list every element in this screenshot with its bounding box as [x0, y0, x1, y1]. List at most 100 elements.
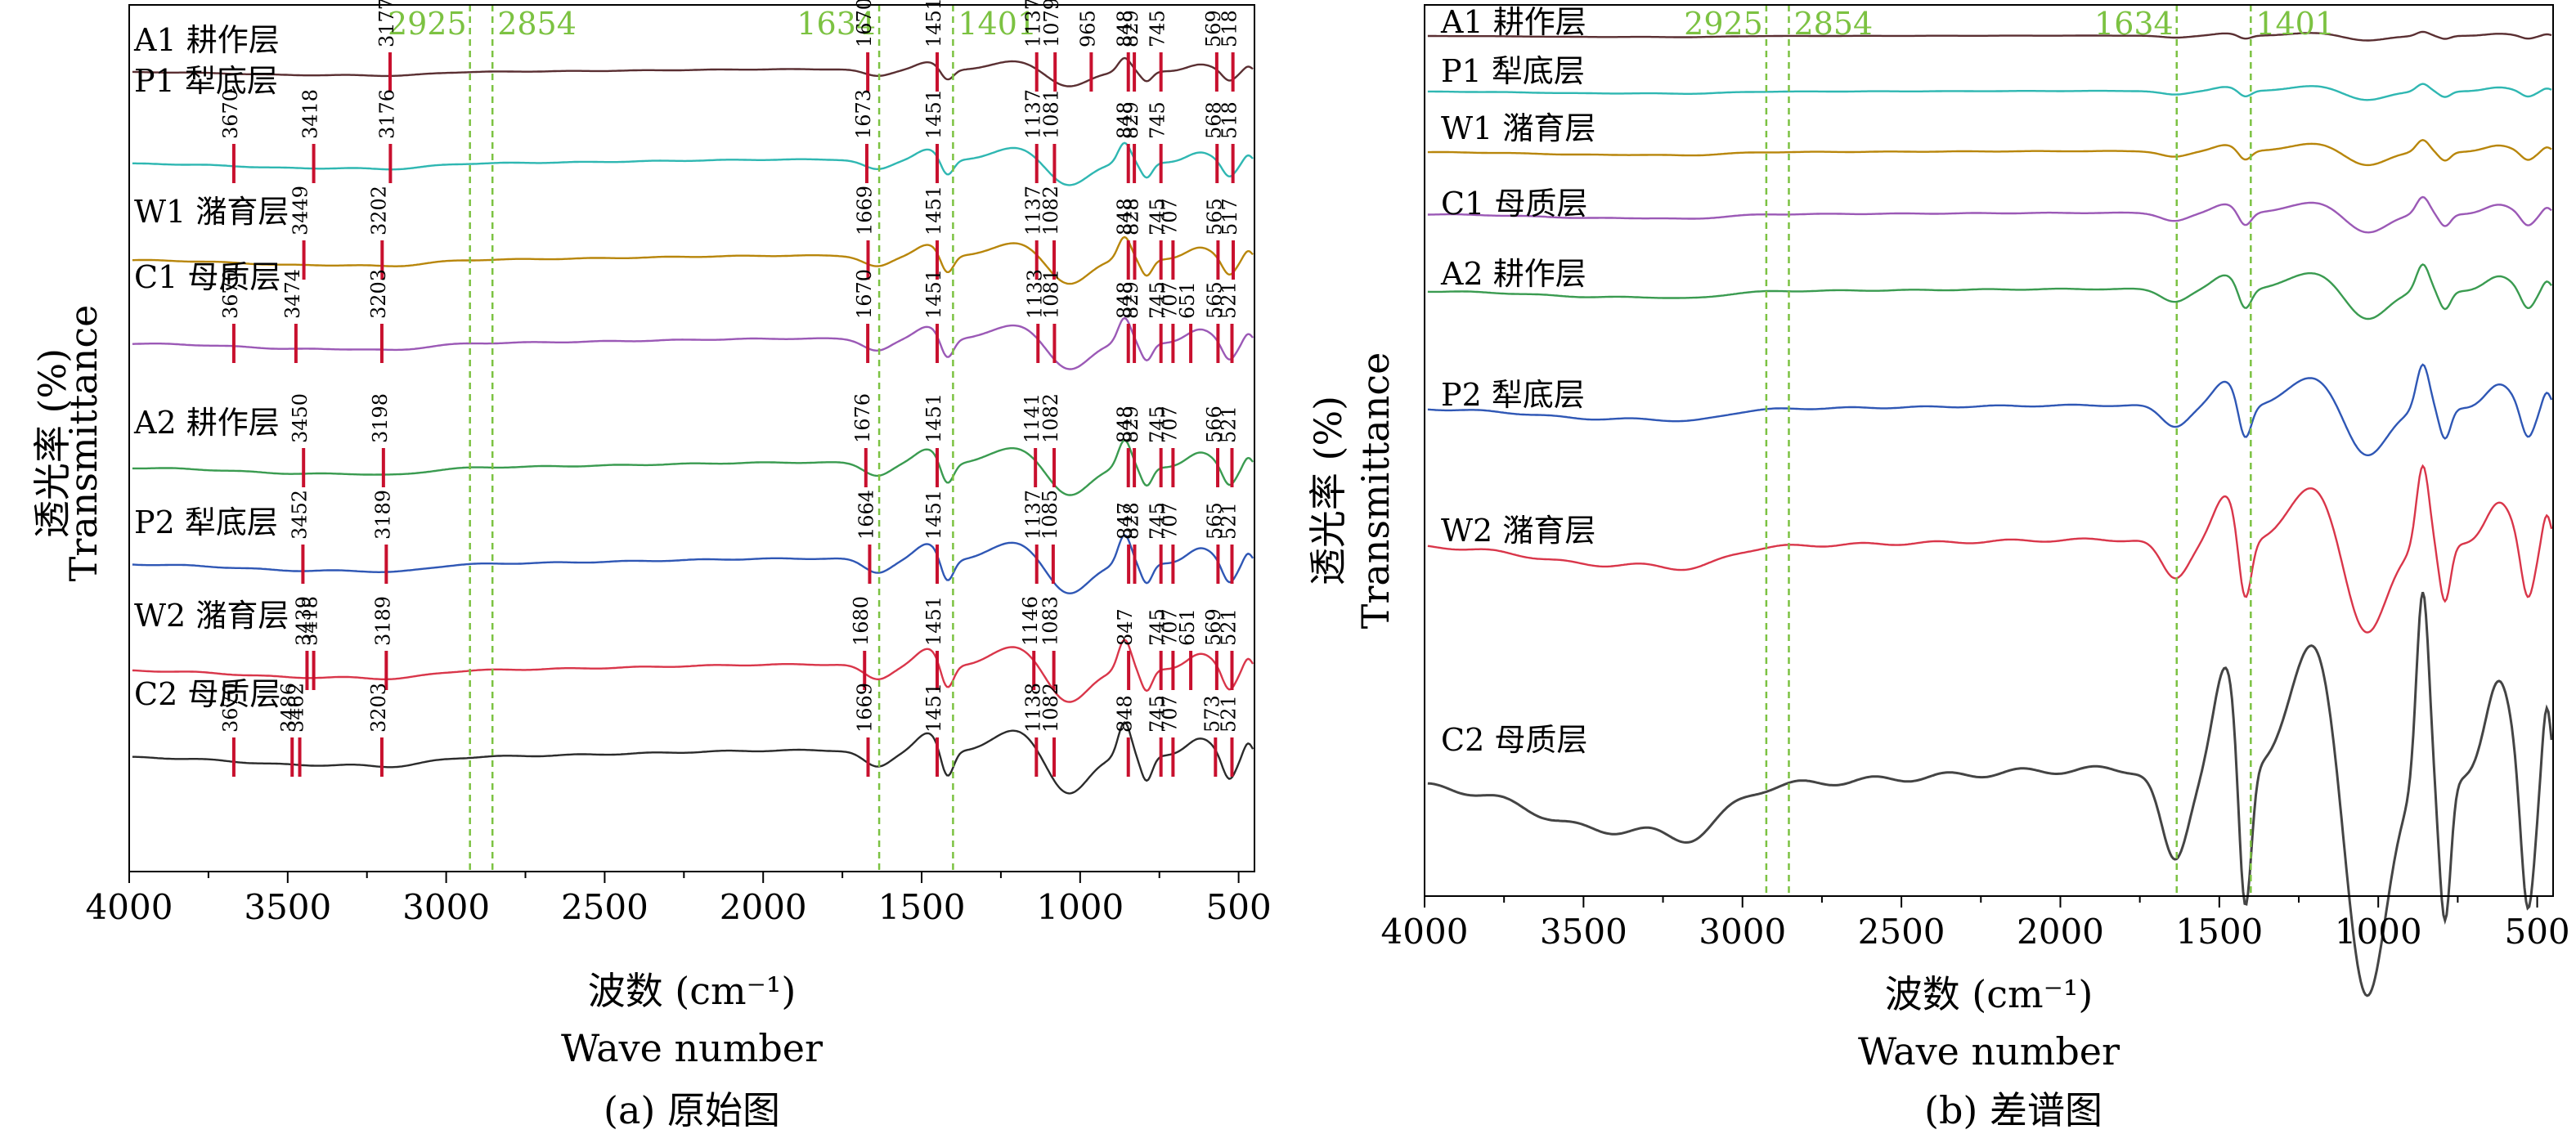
- peak-label: 3670: [219, 89, 242, 139]
- reference-line-label: 1401: [958, 6, 1037, 42]
- series-label-7: W2 潴育层: [1441, 513, 1595, 549]
- peak-label: 829: [1120, 101, 1142, 139]
- peak-label: 847: [1114, 502, 1137, 540]
- reference-line-label: 2925: [1684, 6, 1763, 42]
- peak-label: 1670: [853, 0, 876, 47]
- peak-label: 3462: [285, 683, 308, 733]
- series-line-1: [1427, 30, 2552, 42]
- peak-label: 1082: [1039, 683, 1062, 733]
- panel-b-difference-spectra: 2925 2854 1634 1401 A1 耕作层 P1 犁底层 W1 潴育层 C1 母质…: [1306, 4, 2570, 1132]
- peak-label: 565: [1203, 281, 1226, 319]
- panel-a-series-labels: A1 耕作层 P1 犁底层 W1 潴育层 C1 母质层 A2 耕作层 P2 犁底层 W2 潴…: [133, 22, 289, 712]
- peak-label: 521: [1217, 502, 1240, 540]
- peak-label: 3203: [367, 683, 390, 733]
- peak-label: 707: [1158, 281, 1181, 319]
- series-label-7: W2 潴育层: [134, 598, 289, 634]
- peak-label: 829: [1120, 406, 1142, 443]
- panel-a-reference-lines: 2925 2854 1634 1401: [388, 5, 1037, 872]
- x-tick-label: 2000: [2017, 912, 2104, 952]
- reference-line-label: 2854: [1793, 6, 1873, 42]
- peak-label: 745: [1147, 406, 1169, 443]
- panel-b-xlabel-en: Wave number: [1858, 1029, 2120, 1074]
- series-label-4: C1 母质层: [134, 259, 280, 295]
- peak-label: 1133: [1023, 269, 1046, 319]
- peak-label: 3418: [299, 596, 322, 646]
- peak-label: 965: [1076, 10, 1099, 47]
- peak-label: 1680: [850, 596, 873, 646]
- peak-label: 1451: [922, 596, 945, 646]
- peak-label: 828: [1120, 198, 1142, 235]
- panel-a-ylabel-en: Transmittance: [61, 305, 105, 582]
- peak-label: 3176: [375, 89, 398, 139]
- peak-label: 1137: [1022, 89, 1045, 139]
- series-line-4: [1427, 195, 2552, 234]
- reference-line-label: 2854: [497, 6, 577, 42]
- peak-label: 1137: [1022, 490, 1045, 540]
- peak-label: 565: [1203, 198, 1226, 235]
- x-tick-label: 1000: [2335, 912, 2422, 952]
- panel-a-xlabel-cn: 波数 (cm⁻¹): [588, 969, 797, 1013]
- series-line-7: [1427, 464, 2553, 634]
- peak-label: 745: [1147, 101, 1169, 139]
- peak-label: 707: [1158, 608, 1181, 646]
- peak-label: 828: [1120, 502, 1142, 540]
- panel-b-plot-frame: [1424, 4, 2554, 897]
- peak-label: 573: [1200, 695, 1223, 733]
- peak-label: 1676: [851, 393, 874, 443]
- peak-label: 707: [1158, 406, 1181, 443]
- panel-b-series-labels: A1 耕作层 P1 犁底层 W1 潴育层 C1 母质层 A2 耕作层 P2 犁底层 W2 潴…: [1440, 4, 1595, 758]
- peak-label: 521: [1217, 695, 1240, 733]
- peak-label: 1669: [854, 683, 877, 733]
- panel-b-xlabel-cn: 波数 (cm⁻¹): [1885, 972, 2094, 1016]
- peak-label: 707: [1158, 502, 1181, 540]
- peak-label: 3198: [369, 393, 392, 443]
- series-line-1: [132, 56, 1254, 87]
- peak-label: 745: [1147, 608, 1169, 646]
- series-label-2: P1 犁底层: [1441, 53, 1585, 89]
- peak-label: 1082: [1039, 186, 1062, 235]
- reference-line-label: 1634: [797, 6, 876, 42]
- peak-label: 1451: [922, 490, 945, 540]
- peak-label: 745: [1147, 281, 1169, 319]
- peak-label: 1137: [1022, 0, 1045, 47]
- series-line-6: [1427, 363, 2553, 456]
- series-label-3: W1 潴育层: [134, 194, 289, 230]
- series-label-1: A1 耕作层: [133, 22, 280, 58]
- peak-label: 829: [1120, 281, 1142, 319]
- series-label-2: P1 犁底层: [134, 63, 278, 99]
- series-label-3: W1 潴育层: [1441, 110, 1595, 146]
- series-label-5: A2 耕作层: [133, 405, 280, 441]
- peak-label: 848: [1114, 198, 1137, 235]
- peak-label: 1081: [1039, 269, 1062, 319]
- peak-label: 518: [1218, 10, 1241, 47]
- peak-label: 517: [1218, 198, 1241, 235]
- peak-label: 3418: [299, 89, 322, 139]
- series-label-5: A2 耕作层: [1440, 256, 1586, 292]
- panel-b-caption: (b) 差谱图: [1924, 1088, 2103, 1132]
- peak-label: 1081: [1039, 89, 1062, 139]
- peak-label: 1664: [855, 490, 877, 540]
- peak-label: 3452: [288, 490, 311, 540]
- peak-label: 1138: [1021, 683, 1044, 733]
- peak-label: 848: [1114, 10, 1137, 47]
- peak-label: 745: [1147, 198, 1169, 235]
- peak-label: 1079: [1040, 0, 1063, 47]
- peak-label: 521: [1217, 608, 1240, 646]
- peak-label: 3474: [281, 269, 304, 319]
- peak-label: 848: [1114, 101, 1137, 139]
- x-tick-label: 3500: [244, 887, 331, 927]
- peak-label: 3449: [289, 186, 312, 235]
- series-label-8: C2 母质层: [1441, 722, 1587, 758]
- panel-a-caption: (a) 原始图: [604, 1088, 780, 1132]
- x-tick-label: 1500: [878, 887, 966, 927]
- x-tick-label: 2000: [720, 887, 807, 927]
- peak-label: 3189: [371, 490, 394, 540]
- peak-label: 1451: [922, 89, 945, 139]
- peak-label: 829: [1120, 10, 1142, 47]
- peak-label: 1146: [1019, 596, 1042, 646]
- x-tick-label: 4000: [86, 887, 173, 927]
- peak-label: 1451: [922, 393, 945, 443]
- series-label-8: C2 母质层: [134, 676, 280, 712]
